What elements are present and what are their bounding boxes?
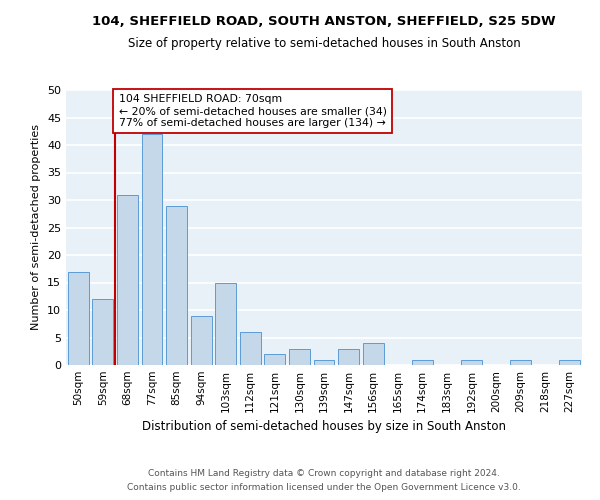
Bar <box>289 348 310 365</box>
Bar <box>338 348 359 365</box>
Bar <box>362 343 383 365</box>
Text: Size of property relative to semi-detached houses in South Anston: Size of property relative to semi-detach… <box>128 38 520 51</box>
Bar <box>412 360 433 365</box>
Bar <box>68 272 89 365</box>
Bar <box>314 360 334 365</box>
Y-axis label: Number of semi-detached properties: Number of semi-detached properties <box>31 124 41 330</box>
Text: 104 SHEFFIELD ROAD: 70sqm
← 20% of semi-detached houses are smaller (34)
77% of : 104 SHEFFIELD ROAD: 70sqm ← 20% of semi-… <box>119 94 387 128</box>
Bar <box>166 206 187 365</box>
X-axis label: Distribution of semi-detached houses by size in South Anston: Distribution of semi-detached houses by … <box>142 420 506 434</box>
Bar <box>265 354 286 365</box>
Bar <box>510 360 531 365</box>
Bar <box>559 360 580 365</box>
Bar <box>117 194 138 365</box>
Text: Contains public sector information licensed under the Open Government Licence v3: Contains public sector information licen… <box>127 484 521 492</box>
Bar <box>461 360 482 365</box>
Bar <box>142 134 163 365</box>
Bar <box>240 332 261 365</box>
Bar <box>215 282 236 365</box>
Text: 104, SHEFFIELD ROAD, SOUTH ANSTON, SHEFFIELD, S25 5DW: 104, SHEFFIELD ROAD, SOUTH ANSTON, SHEFF… <box>92 15 556 28</box>
Bar <box>92 299 113 365</box>
Bar <box>191 316 212 365</box>
Text: Contains HM Land Registry data © Crown copyright and database right 2024.: Contains HM Land Registry data © Crown c… <box>148 468 500 477</box>
